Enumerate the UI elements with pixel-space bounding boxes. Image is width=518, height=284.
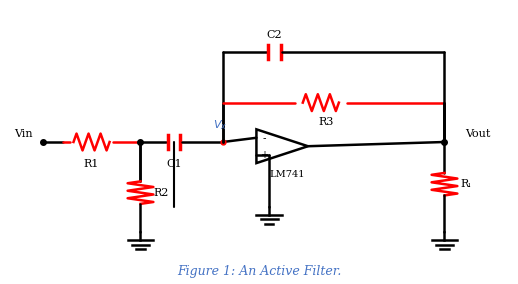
Text: Vout: Vout [465, 129, 491, 139]
Text: R3: R3 [318, 117, 334, 127]
Text: C1: C1 [166, 160, 182, 170]
Text: Rₗ: Rₗ [460, 179, 471, 189]
Text: LM741: LM741 [269, 170, 305, 179]
Text: $V_x$: $V_x$ [213, 118, 227, 132]
Text: Figure 1: An Active Filter.: Figure 1: An Active Filter. [177, 265, 341, 278]
Text: +: + [260, 150, 268, 160]
Text: R2: R2 [153, 188, 169, 198]
Text: R1: R1 [84, 160, 99, 170]
Text: -: - [263, 133, 266, 143]
Text: C2: C2 [267, 30, 282, 40]
Text: Vin: Vin [13, 129, 32, 139]
